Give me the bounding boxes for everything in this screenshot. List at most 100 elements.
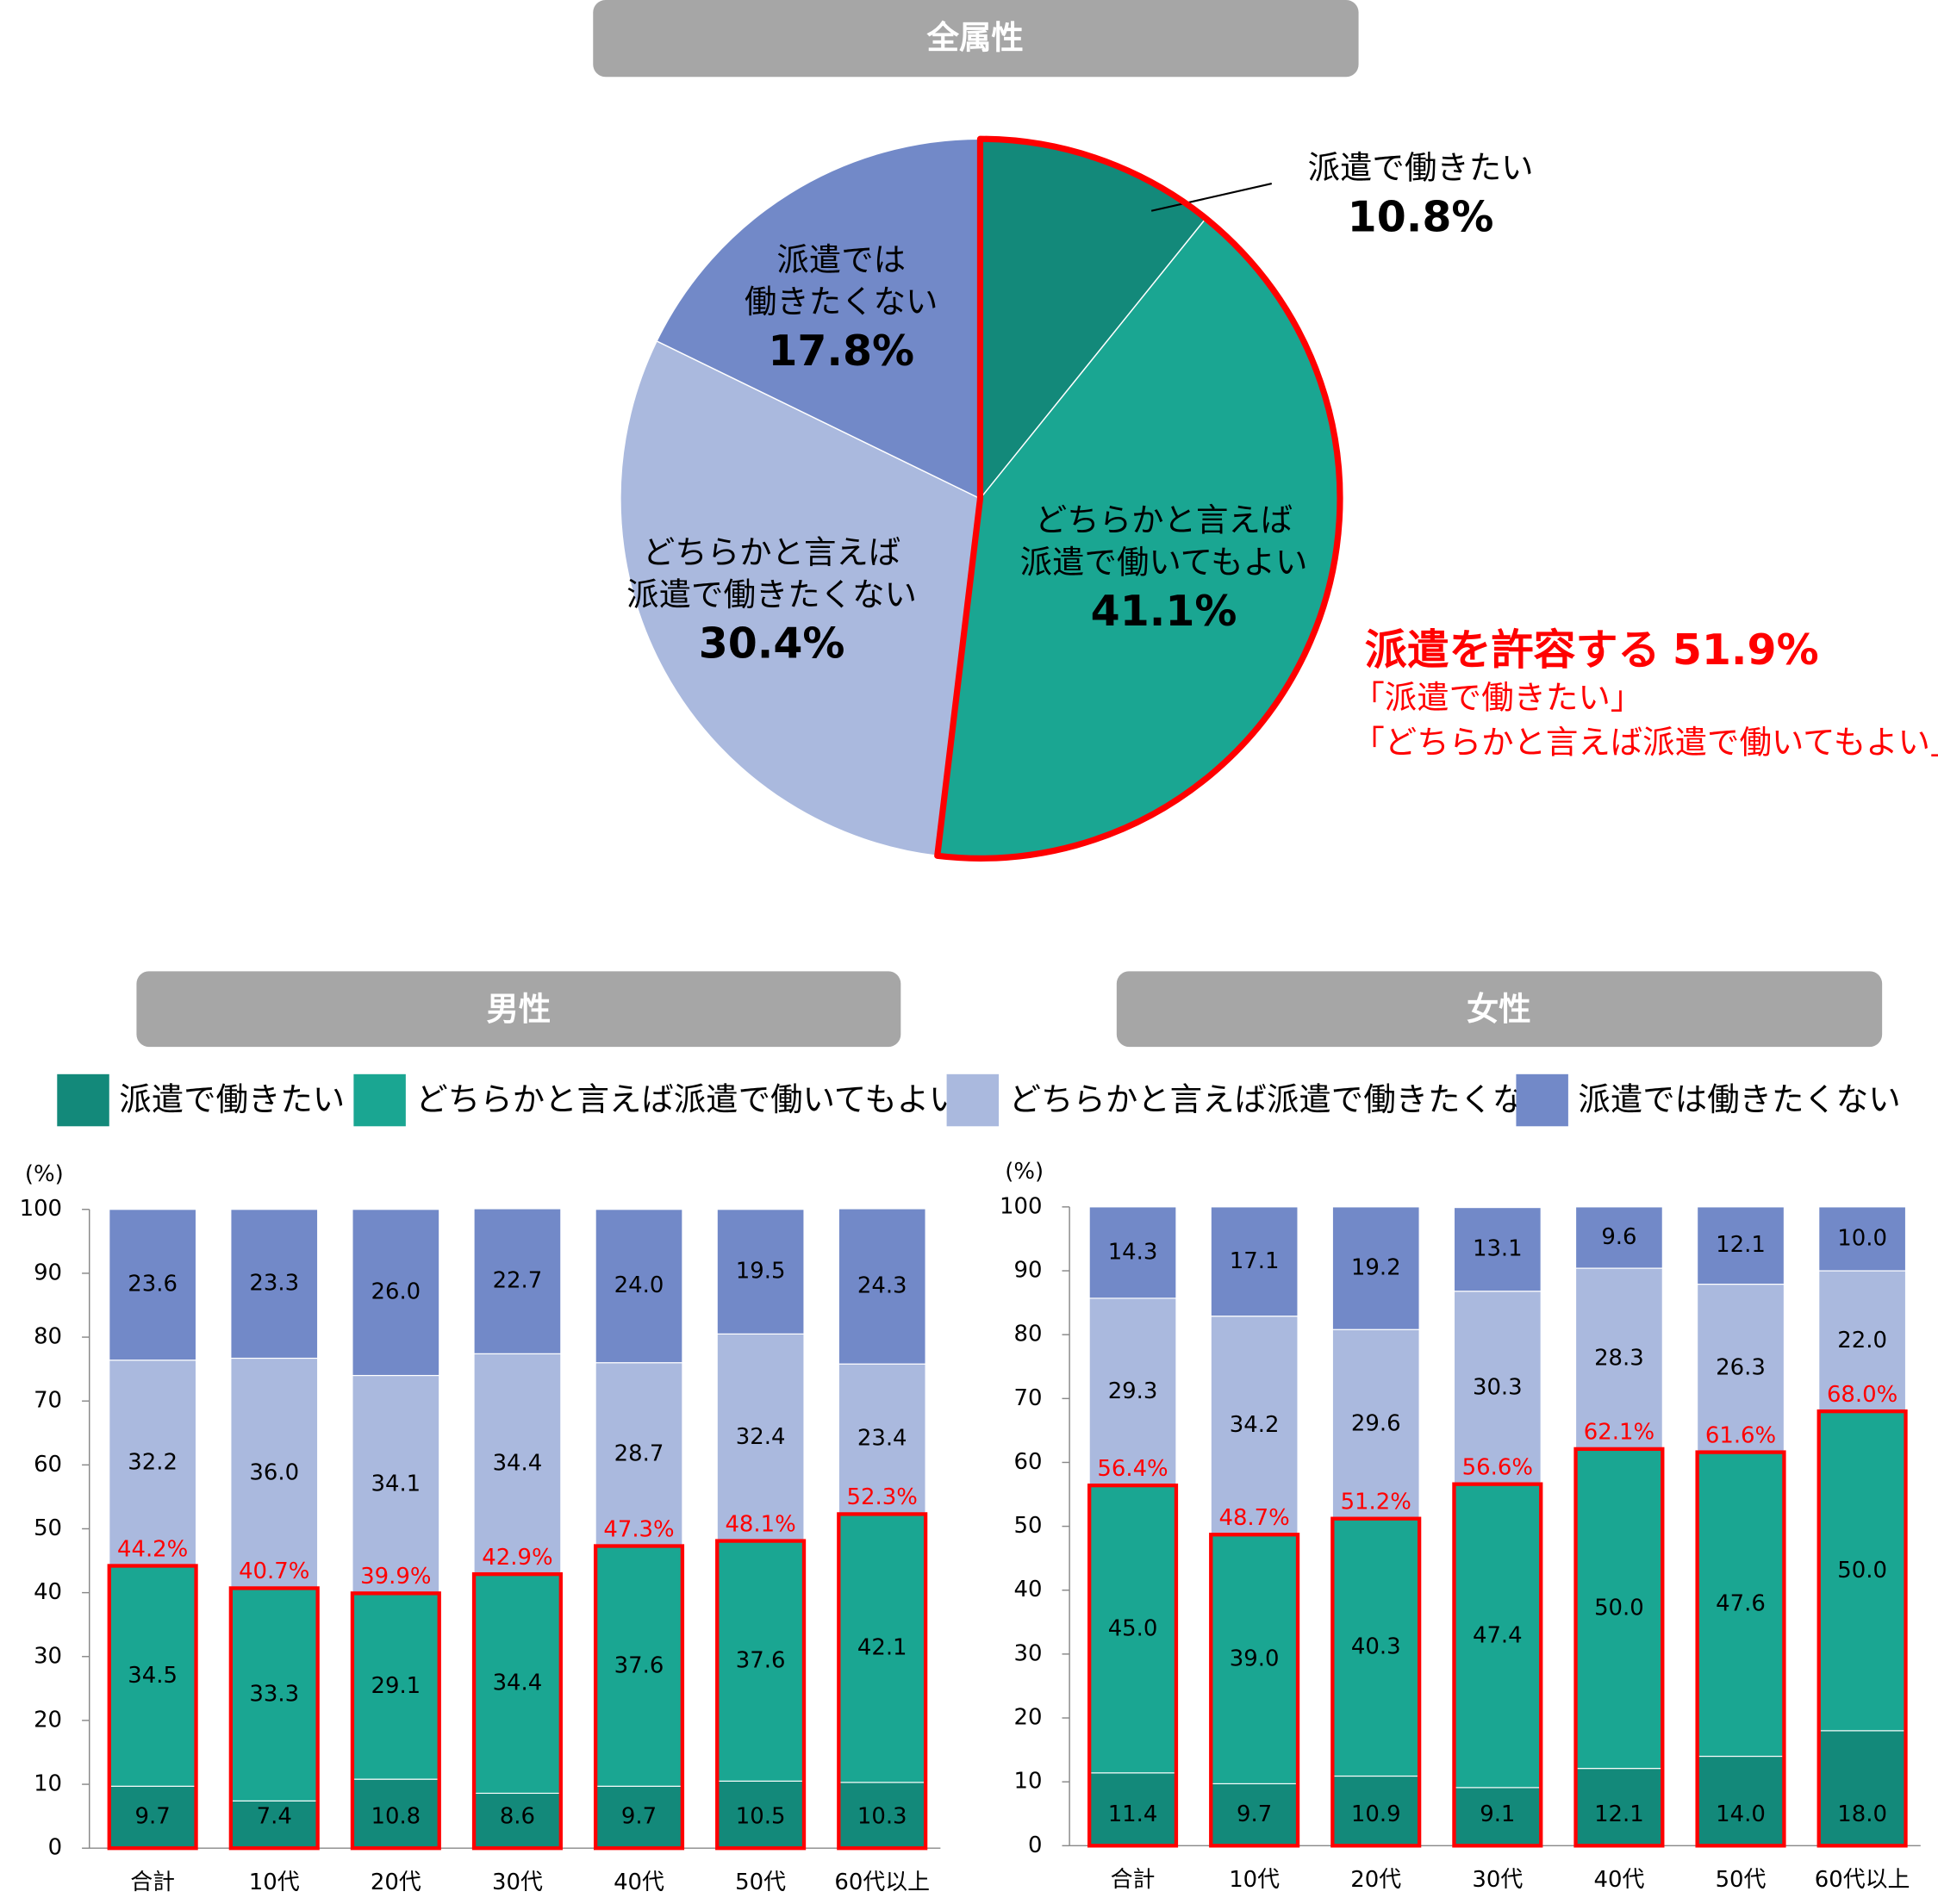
total-label: 48.7% <box>1218 1505 1289 1531</box>
y-tick-label: 100 <box>20 1196 62 1222</box>
y-tick-label: 60 <box>34 1452 62 1478</box>
bar-segment <box>1697 1284 1785 1453</box>
x-tick-label: 合計 <box>1111 1867 1156 1893</box>
segment-label: 50.0 <box>1837 1558 1887 1584</box>
segment-label: 12.1 <box>1594 1801 1644 1827</box>
segment-label: 34.5 <box>128 1663 178 1689</box>
highlight-note: 「派遣で働きたい」 <box>1352 679 1642 717</box>
bar-segment <box>1331 1206 1420 1330</box>
bar-segment <box>1818 1730 1907 1846</box>
header-bar <box>136 971 901 1048</box>
y-tick-label: 70 <box>1013 1385 1042 1411</box>
slice-label: 派遣では <box>776 240 906 278</box>
total-outline <box>715 1539 807 1851</box>
total-label: 56.4% <box>1097 1456 1168 1482</box>
highlight-label: 派遣を許容する <box>1365 625 1661 675</box>
segment-label: 42.1 <box>857 1634 907 1660</box>
segment-label: 29.1 <box>371 1673 421 1699</box>
segment-label: 7.4 <box>257 1804 292 1830</box>
y-tick-label: 0 <box>48 1835 62 1861</box>
bar-segment <box>1697 1452 1785 1758</box>
bar-segment <box>352 1209 440 1377</box>
legend-swatch <box>57 1073 109 1127</box>
bar-segment <box>109 1565 197 1787</box>
segment-label: 24.3 <box>857 1273 907 1299</box>
segment-label: 39.0 <box>1230 1646 1280 1671</box>
bar-segment <box>595 1209 683 1364</box>
total-outline <box>471 1571 563 1851</box>
leader-line <box>1150 183 1273 212</box>
bar-segment <box>1088 1772 1177 1846</box>
bar-segment <box>1453 1484 1542 1789</box>
y-tick-label: 20 <box>1013 1705 1042 1731</box>
total-label: 68.0% <box>1827 1382 1897 1408</box>
slice-value: 10.8% <box>1348 192 1494 241</box>
segment-label: 9.7 <box>1237 1801 1272 1827</box>
segment-label: 29.3 <box>1108 1378 1158 1404</box>
x-tick-label: 30代 <box>492 1870 543 1895</box>
segment-label: 9.7 <box>135 1804 171 1830</box>
segment-label: 22.7 <box>493 1268 543 1294</box>
segment-label: 29.6 <box>1351 1410 1401 1436</box>
total-label: 52.3% <box>847 1484 918 1510</box>
total-outline <box>107 1564 198 1851</box>
legend-label: どちらかと言えば派遣で働きたくない <box>1009 1080 1557 1118</box>
segment-label: 10.8 <box>371 1804 421 1830</box>
segment-label: 19.5 <box>736 1259 786 1285</box>
y-axis-label: (%) <box>1005 1159 1044 1185</box>
y-tick-label: 60 <box>1013 1449 1042 1475</box>
segment-label: 22.0 <box>1837 1328 1887 1353</box>
highlight-value: 51.9% <box>1673 625 1819 675</box>
bar-segment <box>716 1333 805 1542</box>
bar-segment <box>1818 1410 1907 1732</box>
segment-label: 37.6 <box>736 1647 786 1673</box>
x-tick-label: 60代以上 <box>1815 1867 1910 1893</box>
segment-label: 26.3 <box>1716 1355 1766 1381</box>
segment-label: 26.0 <box>371 1279 421 1305</box>
segment-label: 34.4 <box>493 1450 543 1476</box>
total-outline <box>593 1544 685 1851</box>
bar-segment <box>1210 1206 1299 1317</box>
x-tick-label: 40代 <box>1593 1867 1644 1893</box>
y-tick-label: 100 <box>1000 1193 1042 1219</box>
segment-label: 47.4 <box>1473 1623 1523 1649</box>
legend-swatch <box>946 1073 1000 1127</box>
bar-segment <box>352 1374 440 1594</box>
segment-label: 9.1 <box>1480 1801 1515 1827</box>
total-outline <box>1330 1516 1422 1848</box>
legend-label: 派遣で働きたい <box>119 1080 345 1118</box>
highlight-note: 「どちらかと言えば派遣で働いてもよい」 <box>1352 723 1938 761</box>
x-tick-label: 40代 <box>614 1870 664 1895</box>
y-tick-label: 30 <box>34 1643 62 1669</box>
segment-label: 47.6 <box>1716 1591 1766 1617</box>
pie-slice <box>656 138 981 500</box>
bar-segment <box>473 1572 562 1795</box>
segment-label: 23.3 <box>249 1271 299 1297</box>
total-label: 42.9% <box>482 1545 552 1571</box>
legend-label: 派遣では働きたくない <box>1578 1080 1900 1118</box>
total-label: 51.2% <box>1341 1489 1411 1515</box>
segment-label: 28.3 <box>1594 1345 1644 1371</box>
segment-label: 10.3 <box>857 1804 907 1830</box>
legend-label: どちらかと言えば派遣で働いてもよい <box>415 1080 961 1118</box>
segment-label: 19.2 <box>1351 1255 1401 1281</box>
segment-label: 23.4 <box>857 1425 907 1451</box>
y-tick-label: 70 <box>34 1388 62 1414</box>
slice-value: 30.4% <box>699 619 845 669</box>
x-tick-label: 50代 <box>735 1870 786 1895</box>
segment-label: 30.3 <box>1473 1375 1523 1401</box>
y-tick-label: 40 <box>34 1579 62 1605</box>
bar-segment <box>1088 1206 1177 1299</box>
total-outline <box>1209 1533 1300 1848</box>
total-label: 47.3% <box>603 1516 674 1542</box>
segment-label: 14.0 <box>1716 1801 1766 1827</box>
bar-segment <box>838 1208 926 1365</box>
slice-label: どちらかと言えば <box>1035 501 1293 539</box>
segment-label: 9.6 <box>1601 1224 1636 1250</box>
bar-segment <box>473 1353 562 1574</box>
segment-label: 34.2 <box>1230 1412 1280 1438</box>
y-tick-label: 20 <box>34 1707 62 1733</box>
total-label: 62.1% <box>1584 1420 1654 1446</box>
segment-label: 33.3 <box>249 1681 299 1707</box>
